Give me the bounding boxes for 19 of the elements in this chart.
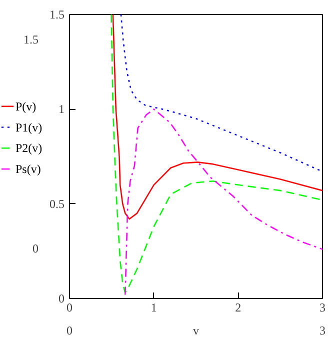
x-axis-title: v bbox=[193, 324, 199, 338]
line-series bbox=[110, 14, 322, 294]
x-tick-label: 2 bbox=[235, 300, 242, 314]
legend-label: P(v) bbox=[16, 99, 36, 114]
legend-label: Ps(v) bbox=[16, 162, 41, 176]
x-tick-label: 1 bbox=[150, 300, 157, 314]
legend-label: P1(v) bbox=[16, 120, 42, 134]
text: 3 bbox=[320, 324, 326, 338]
legend-label: P2(v) bbox=[16, 141, 42, 156]
text: 1.5 bbox=[24, 32, 38, 47]
line-series bbox=[120, 14, 322, 172]
line-series bbox=[112, 14, 322, 220]
x-tick-label: 3 bbox=[320, 300, 326, 314]
y-tick-label: 1.5 bbox=[50, 8, 64, 22]
line-series bbox=[124, 108, 322, 296]
y-tick-label: 0.5 bbox=[50, 196, 64, 211]
y-tick-label: 1 bbox=[58, 102, 64, 116]
y-tick-label: 0 bbox=[58, 292, 64, 306]
text: 0 bbox=[32, 241, 38, 256]
